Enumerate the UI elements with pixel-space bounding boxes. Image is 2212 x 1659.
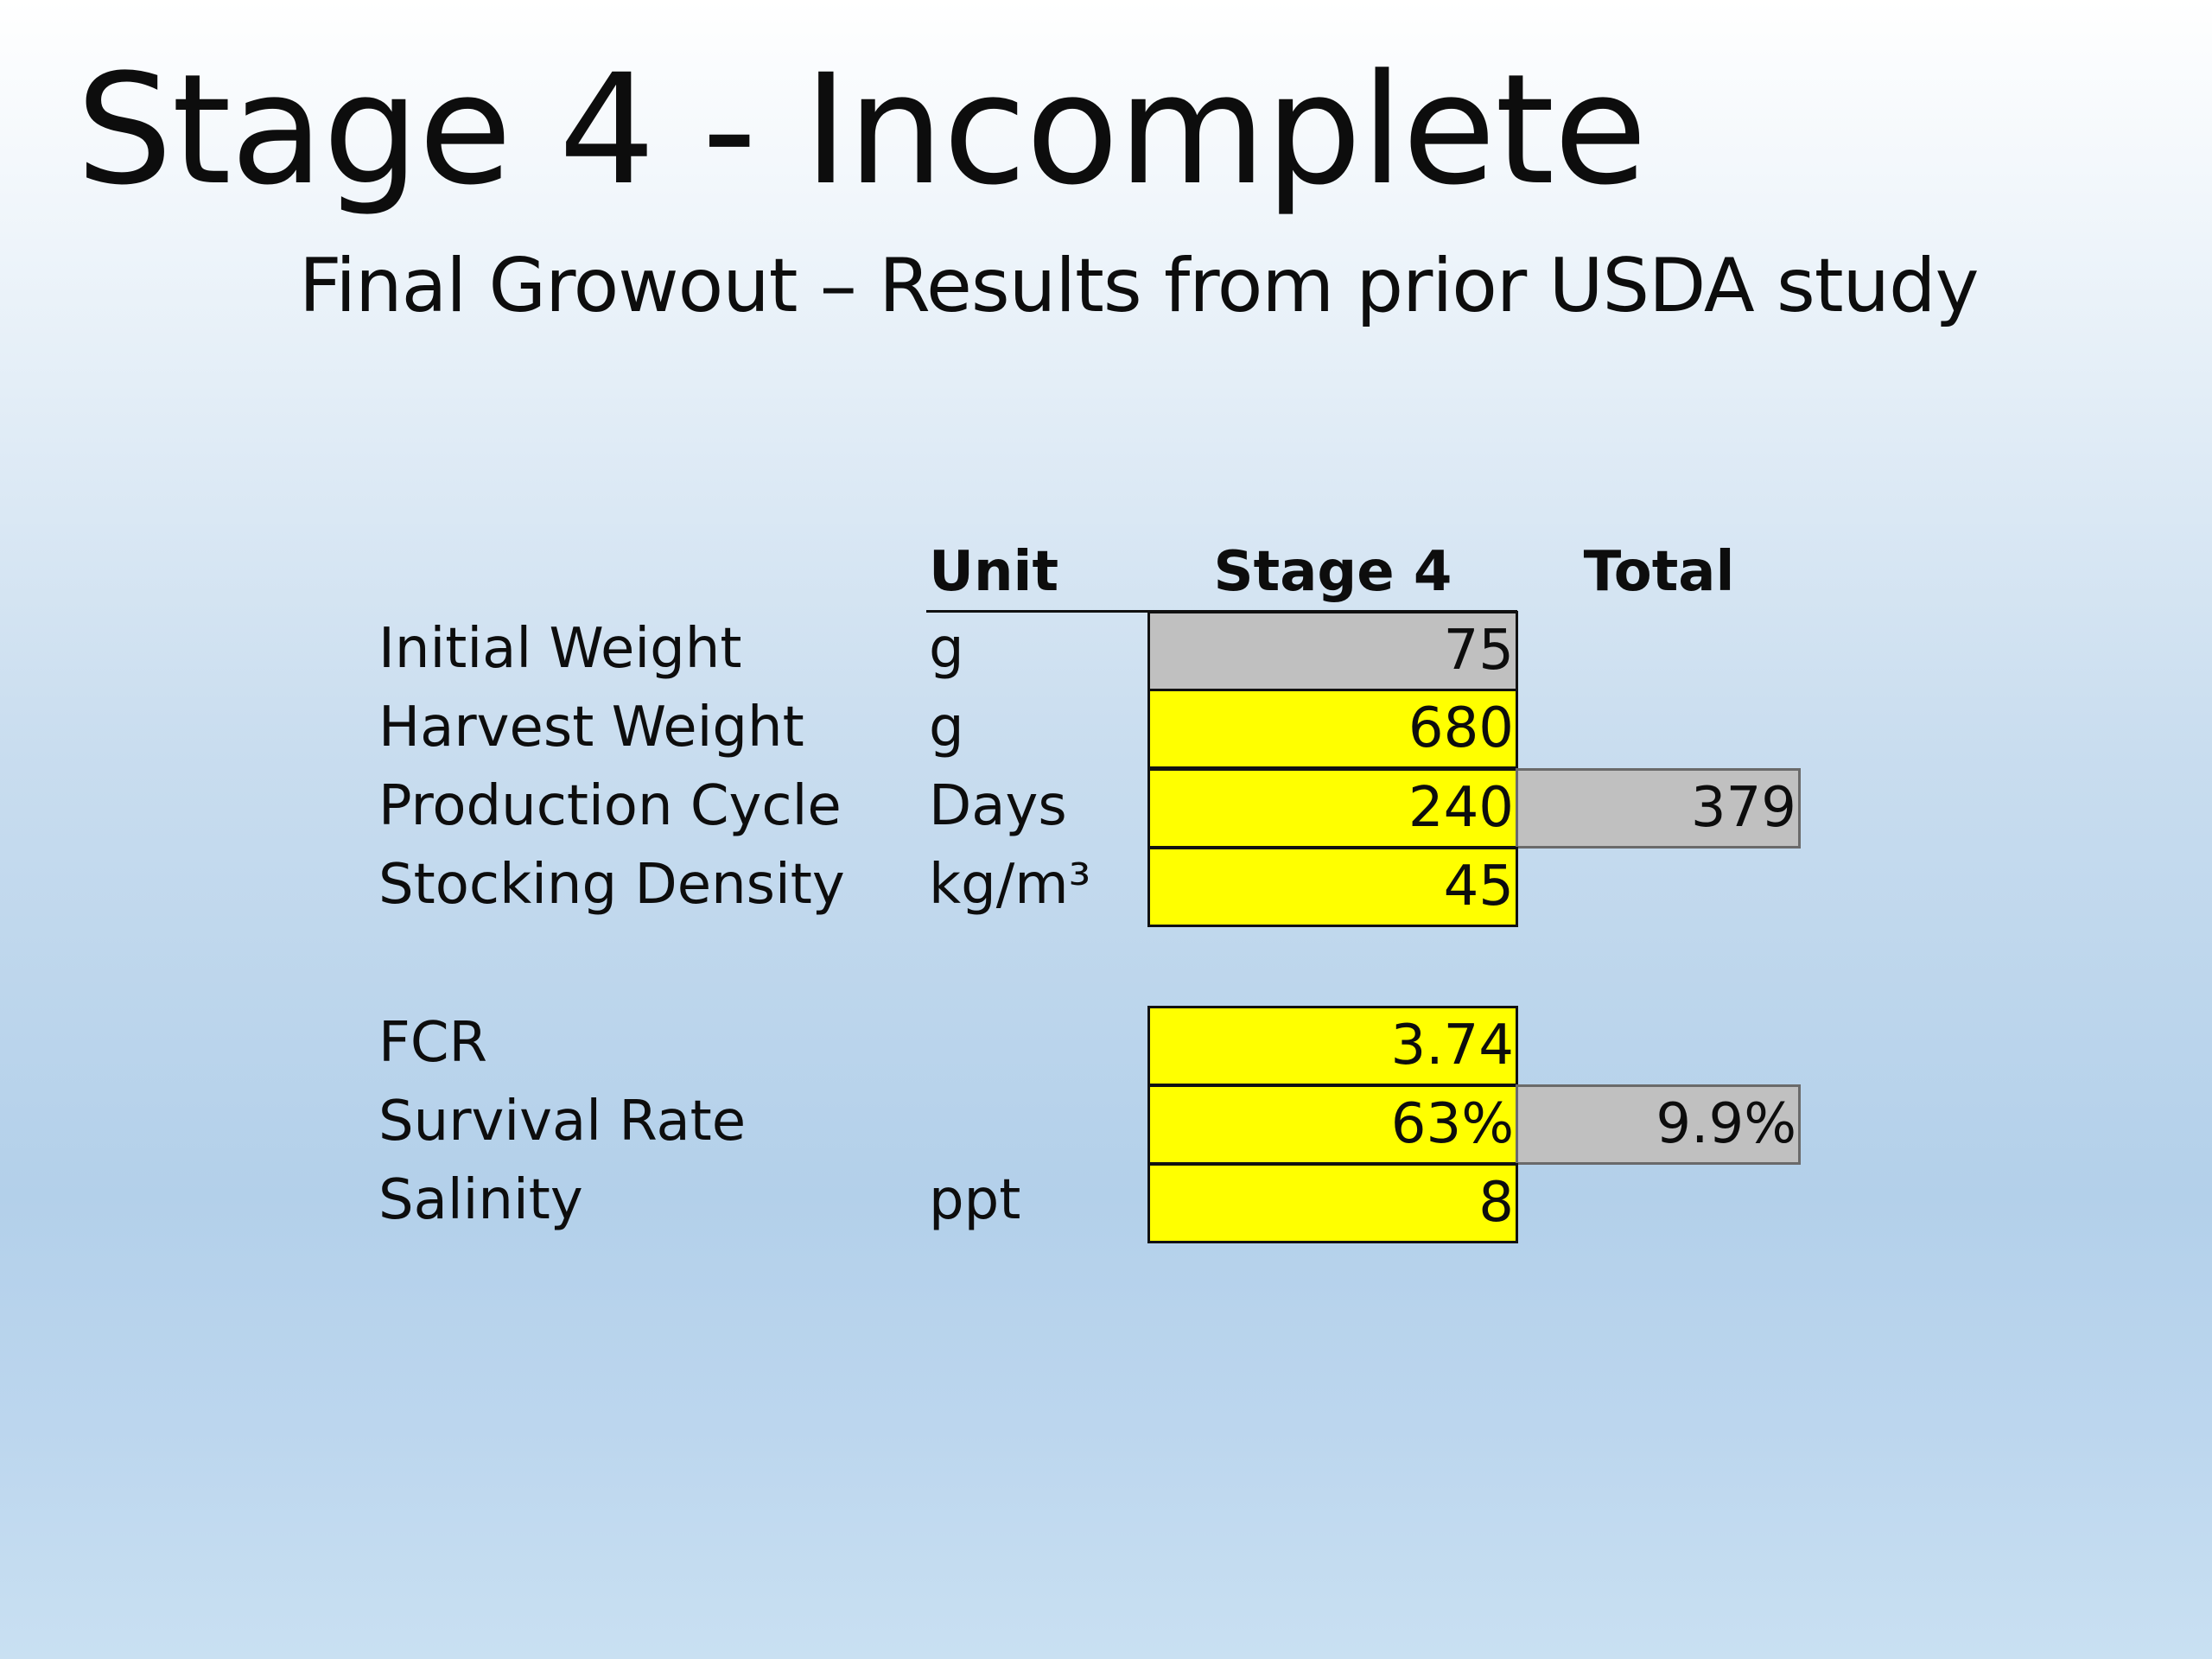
slide-subtitle: Final Growout – Results from prior USDA … bbox=[299, 243, 1980, 329]
row-label-harvest-weight: Harvest Weight bbox=[378, 696, 804, 760]
row-unit-harvest-weight: g bbox=[929, 696, 964, 760]
stage-cell-survival-rate[interactable]: 63% bbox=[1147, 1084, 1518, 1165]
column-header-total: Total bbox=[1583, 540, 1735, 604]
slide-title: Stage 4 - Incomplete bbox=[76, 41, 1647, 219]
column-header-stage: Stage 4 bbox=[1213, 540, 1452, 604]
row-label-fcr: FCR bbox=[378, 1011, 487, 1075]
stage-cell-stocking-density[interactable]: 45 bbox=[1147, 847, 1518, 927]
row-label-salinity: Salinity bbox=[378, 1168, 583, 1232]
stage-cell-initial-weight[interactable]: 75 bbox=[1147, 611, 1518, 691]
stage-cell-production-cycle[interactable]: 240 bbox=[1147, 768, 1518, 849]
row-label-stocking-density: Stocking Density bbox=[378, 853, 845, 917]
row-unit-initial-weight: g bbox=[929, 617, 964, 681]
stage-cell-fcr[interactable]: 3.74 bbox=[1147, 1006, 1518, 1086]
column-header-unit: Unit bbox=[929, 540, 1059, 604]
stage-cell-salinity[interactable]: 8 bbox=[1147, 1163, 1518, 1243]
total-cell-survival-rate[interactable]: 9.9% bbox=[1516, 1084, 1801, 1165]
row-label-initial-weight: Initial Weight bbox=[378, 617, 742, 681]
total-cell-production-cycle[interactable]: 379 bbox=[1516, 768, 1801, 849]
row-unit-stocking-density: kg/m³ bbox=[929, 853, 1091, 917]
stage-cell-harvest-weight[interactable]: 680 bbox=[1147, 689, 1518, 769]
row-label-survival-rate: Survival Rate bbox=[378, 1090, 747, 1154]
row-label-production-cycle: Production Cycle bbox=[378, 774, 842, 838]
row-unit-production-cycle: Days bbox=[929, 774, 1067, 838]
row-unit-salinity: ppt bbox=[929, 1168, 1021, 1232]
